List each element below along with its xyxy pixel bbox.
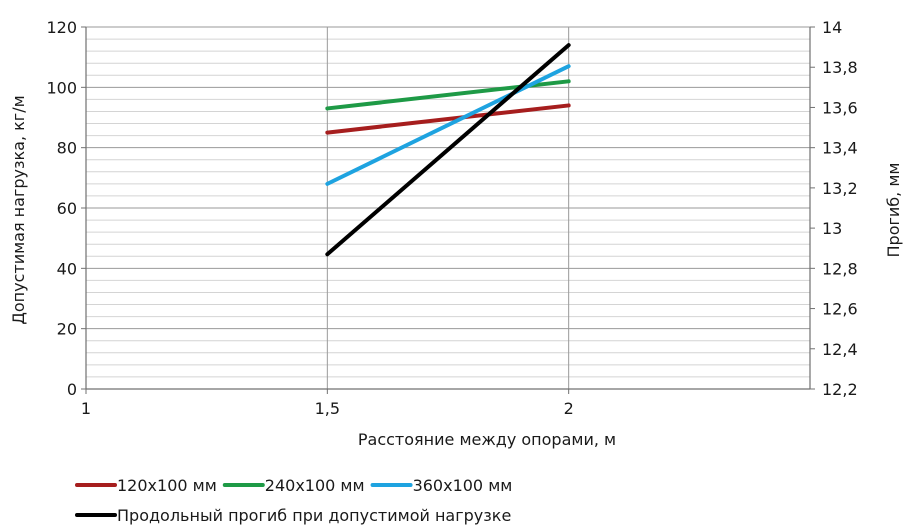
legend-label-4: Продольный прогиб при допустимой нагрузк… bbox=[117, 506, 511, 525]
y-tick-label: 100 bbox=[46, 78, 77, 97]
legend-label-3: 360x100 мм bbox=[413, 476, 513, 495]
y2-tick-label: 13,4 bbox=[822, 139, 858, 158]
y-tick-label: 20 bbox=[57, 320, 77, 339]
y2-tick-label: 13 bbox=[822, 219, 842, 238]
y-tick-label: 60 bbox=[57, 199, 77, 218]
y2-tick-label: 13,6 bbox=[822, 98, 858, 117]
axes bbox=[81, 26, 815, 394]
series-line-1 bbox=[325, 103, 571, 135]
y-tick-label: 120 bbox=[46, 18, 77, 37]
tick-labels: 0 20 40 60 80 100 120 12,2 12,4 12,6 12,8 13 13,2 13,… bbox=[46, 18, 857, 418]
y2-tick-label: 12,8 bbox=[822, 259, 858, 278]
y2-tick-label: 13,8 bbox=[822, 58, 858, 77]
y2-axis-title: Прогиб, мм bbox=[884, 163, 903, 258]
y2-tick-label: 12,2 bbox=[822, 380, 858, 399]
y-tick-label: 80 bbox=[57, 139, 77, 158]
legend: 120x100 мм 240x100 мм 360x100 мм Продольный… bbox=[75, 476, 513, 525]
y-axis-title: Допустимая нагрузка, кг/м bbox=[9, 95, 28, 324]
x-axis-title: Расстояние между опорами, м bbox=[358, 430, 616, 449]
x-tick-label: 2 bbox=[564, 399, 574, 418]
y-tick-label: 40 bbox=[57, 259, 77, 278]
series-layer bbox=[325, 43, 571, 257]
legend-label-2: 240x100 мм bbox=[265, 476, 365, 495]
y-tick-label: 0 bbox=[67, 380, 77, 399]
y2-tick-label: 14 bbox=[822, 18, 842, 37]
y2-tick-label: 12,4 bbox=[822, 340, 858, 359]
y2-tick-label: 13,2 bbox=[822, 179, 858, 198]
x-tick-label: 1,5 bbox=[315, 399, 340, 418]
grid bbox=[86, 26, 810, 390]
series-line-3 bbox=[325, 64, 571, 186]
legend-label-1: 120x100 мм bbox=[117, 476, 217, 495]
x-tick-label: 1 bbox=[81, 399, 91, 418]
series-line-4 bbox=[325, 43, 571, 257]
y2-tick-label: 12,6 bbox=[822, 300, 858, 319]
